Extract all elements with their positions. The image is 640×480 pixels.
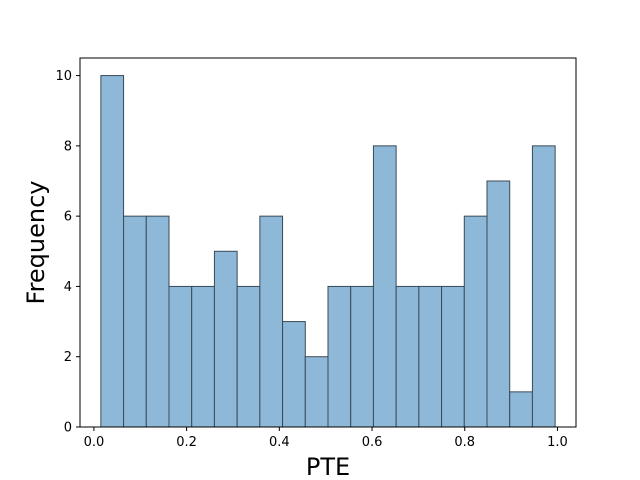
y-tick-label: 4 xyxy=(64,280,72,295)
y-axis-title: Frequency xyxy=(22,181,50,305)
histogram-bar xyxy=(282,321,306,428)
histogram-bar xyxy=(191,285,215,428)
histogram-bar xyxy=(463,215,488,428)
histogram-bar xyxy=(168,285,193,428)
histogram-bar xyxy=(100,75,125,428)
x-tick-label: 0.0 xyxy=(84,435,105,450)
y-tick-label: 2 xyxy=(64,350,72,365)
x-axis-ticks: 0.0 0.2 0.4 0.6 0.8 1.0 xyxy=(84,427,568,450)
y-tick-label: 10 xyxy=(55,69,72,84)
x-tick-label: 1.0 xyxy=(547,435,568,450)
histogram-bar xyxy=(123,215,147,428)
y-tick-label: 6 xyxy=(64,210,72,225)
histogram-bar xyxy=(509,391,533,428)
y-tick-label: 8 xyxy=(64,139,72,154)
histogram-bar xyxy=(395,285,420,428)
x-tick-label: 0.2 xyxy=(176,435,197,450)
histogram-bar xyxy=(236,285,261,428)
plot-frame xyxy=(79,57,577,428)
histogram-bar xyxy=(531,145,556,428)
bars-group xyxy=(100,75,556,428)
y-tick-label: 0 xyxy=(64,421,72,436)
histogram-bar xyxy=(418,285,443,428)
histogram-bar xyxy=(259,215,284,428)
histogram-bar xyxy=(213,250,238,428)
x-tick-label: 0.6 xyxy=(362,435,383,450)
x-tick-label: 0.4 xyxy=(269,435,290,450)
histogram-bar xyxy=(304,356,329,428)
y-axis-ticks: 0 2 4 6 8 10 xyxy=(55,69,80,436)
histogram-bar xyxy=(327,285,352,428)
histogram-bar xyxy=(372,145,397,428)
histogram-bar xyxy=(441,285,465,428)
x-axis-title: PTE xyxy=(306,453,350,480)
x-tick-label: 0.8 xyxy=(454,435,475,450)
histogram-bar xyxy=(350,285,374,428)
histogram-bar xyxy=(486,180,511,428)
histogram-bar xyxy=(145,215,170,428)
